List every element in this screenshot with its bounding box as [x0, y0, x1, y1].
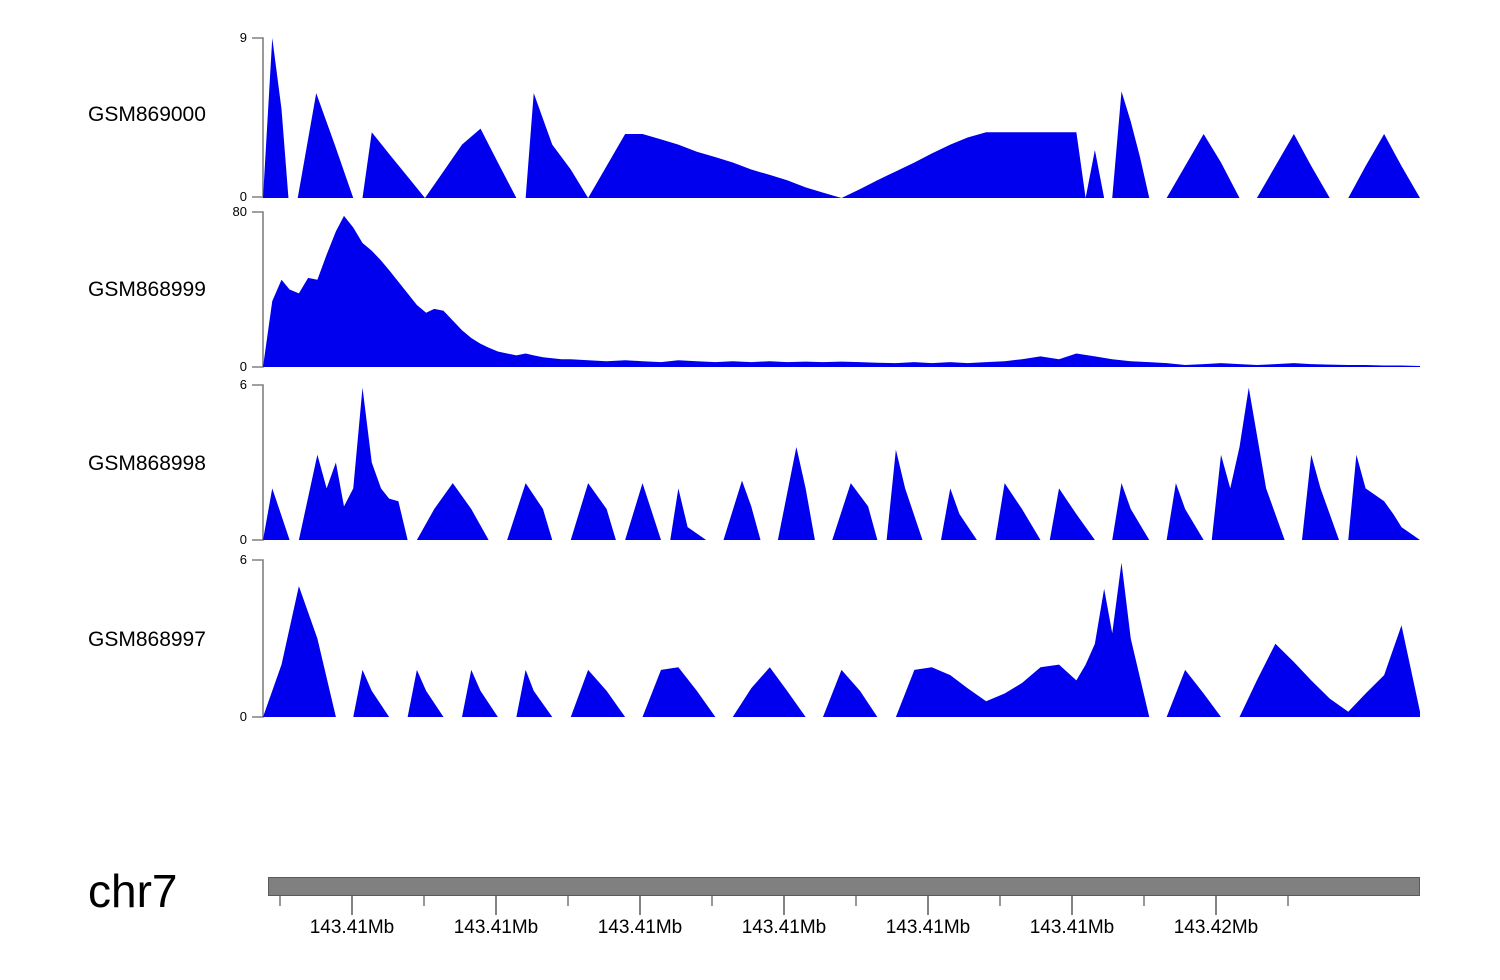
chromosome-bar [268, 877, 1420, 896]
track-label-gsm868998: GSM868998 [88, 452, 206, 475]
chromosome-tick-label: 143.41Mb [885, 917, 971, 938]
chromosome-tick-label: 143.41Mb [741, 917, 827, 938]
chromosome-axis: chr7 143.41Mb 143.41Mb 143.41Mb 143.41Mb 143… [0, 860, 1500, 940]
track-axis-min-gsm868997: 0 [239, 709, 247, 724]
track-axis-max-gsm868997: 6 [239, 552, 247, 567]
chromosome-tick-label: 143.41Mb [309, 917, 395, 938]
track-area-gsm868997 [263, 562, 1420, 717]
chromosome-ticks [279, 896, 1289, 915]
track-axis-bracket-gsm868998 [252, 384, 264, 541]
track-axis-max-gsm868999: 80 [232, 204, 247, 219]
chromosome-tick-label: 143.41Mb [453, 917, 539, 938]
track-label-gsm868997: GSM868997 [88, 628, 206, 651]
chromosome-tick-label: 143.41Mb [597, 917, 683, 938]
track-axis-min-gsm868999: 0 [239, 359, 247, 374]
track-axis-min-gsm868998: 0 [239, 532, 247, 547]
track-label-gsm868999: GSM868999 [88, 278, 206, 301]
track-area-gsm868999 [263, 215, 1420, 367]
chromosome-tick-label: 143.42Mb [1173, 917, 1259, 938]
track-label-gsm869000: GSM869000 [88, 103, 206, 126]
track-axis-max-gsm868998: 6 [239, 377, 247, 392]
track-axis-bracket-gsm868999 [252, 211, 264, 368]
track-area-gsm868998 [263, 387, 1420, 540]
track-axis-bracket-gsm868997 [252, 559, 264, 718]
track-axis-max-gsm869000: 9 [239, 30, 247, 45]
chromosome-tick-label: 143.41Mb [1029, 917, 1115, 938]
chromosome-name-label: chr7 [88, 865, 178, 917]
track-axis-bracket-gsm869000 [252, 37, 264, 198]
track-axis-min-gsm869000: 0 [239, 189, 247, 204]
track-area-gsm869000 [263, 38, 1420, 198]
track-gsm869000: GSM869000 9 0 [0, 0, 1500, 205]
